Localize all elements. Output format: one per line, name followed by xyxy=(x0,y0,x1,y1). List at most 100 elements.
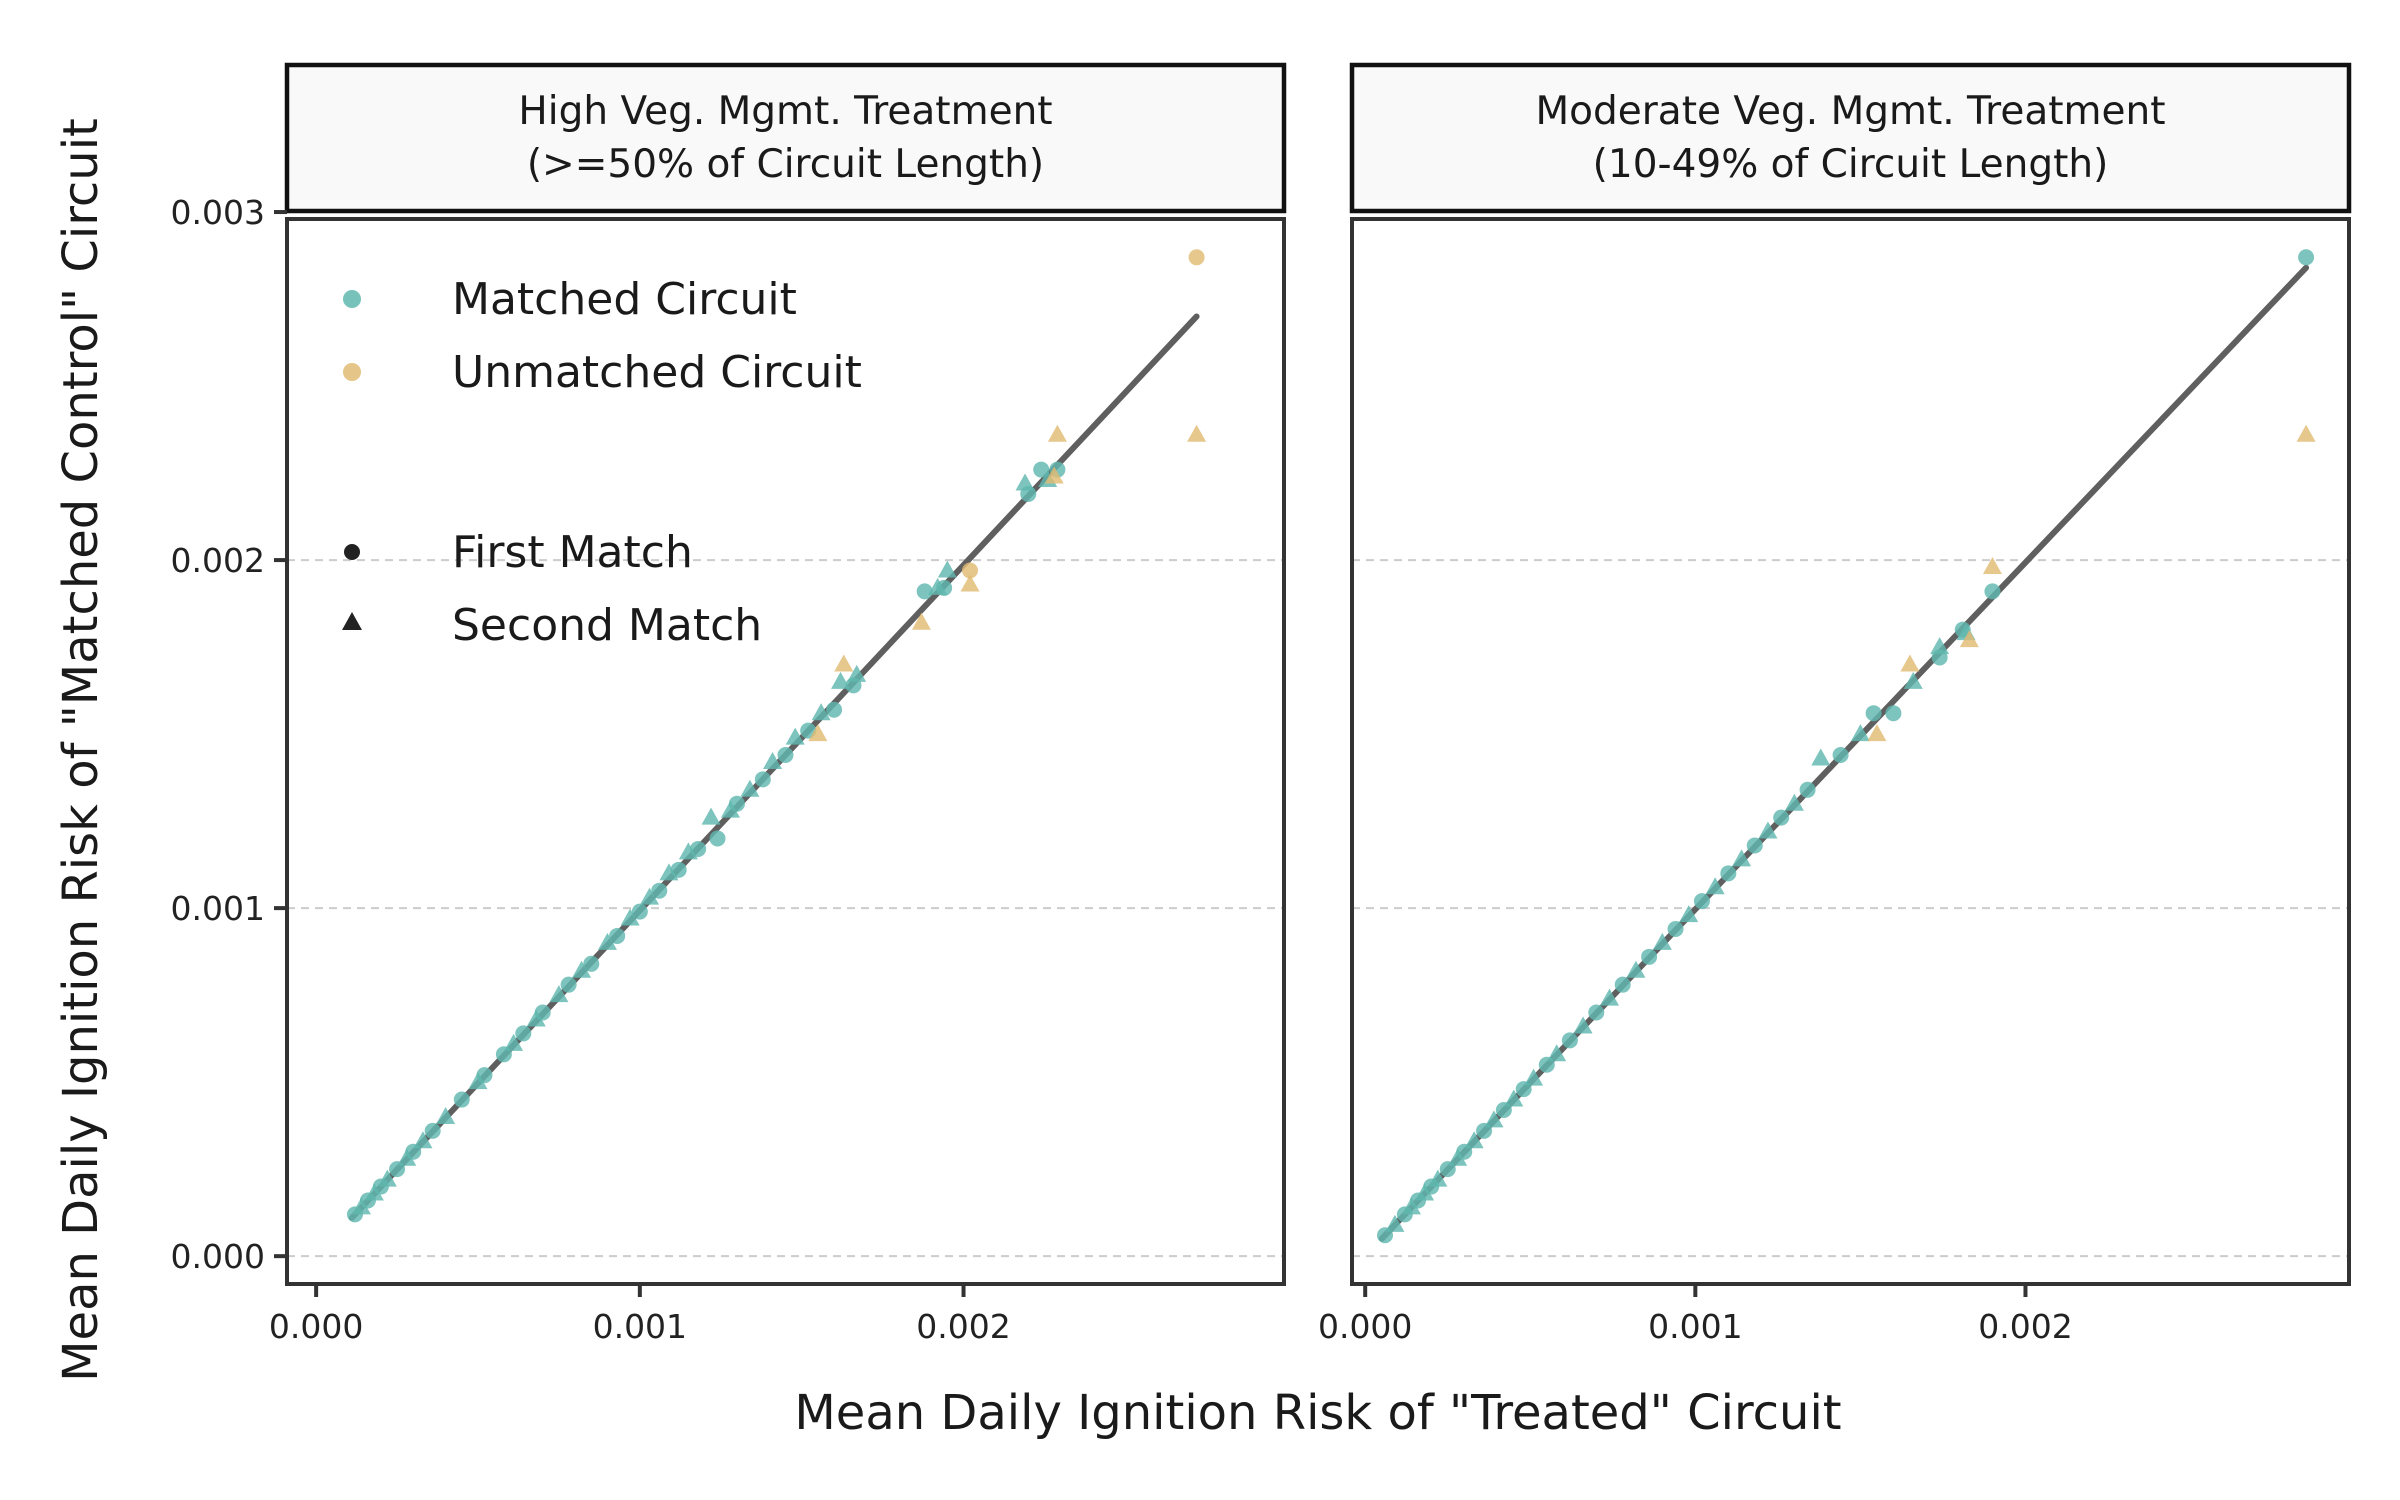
point-second-match xyxy=(911,612,931,630)
legend-label-unmatched: Unmatched Circuit xyxy=(452,347,862,398)
point-first-match xyxy=(1641,948,1658,965)
point-second-match xyxy=(413,1131,433,1149)
point-second-match xyxy=(678,842,698,860)
point-second-match xyxy=(1401,1197,1421,1215)
point-first-match xyxy=(424,1122,441,1139)
panel-title-line2: (10-49% of Circuit Length) xyxy=(1593,142,2109,187)
point-second-match xyxy=(1044,466,1064,484)
point-second-match xyxy=(701,807,721,825)
point-first-match xyxy=(609,927,626,944)
panel-border xyxy=(1350,217,2351,1286)
point-second-match xyxy=(1187,424,1207,442)
point-first-match xyxy=(1720,865,1737,882)
point-first-match xyxy=(1693,893,1710,910)
point-first-match xyxy=(1561,1032,1578,1049)
legend-key-first-match xyxy=(344,544,360,560)
point-second-match xyxy=(1959,630,1979,648)
legend-label-first-match: First Match xyxy=(452,527,693,578)
panel-strip xyxy=(1349,62,2352,214)
y-tick-label: 0.002 xyxy=(171,541,265,580)
legend: Matched Circuit Unmatched Circuit First … xyxy=(342,274,862,651)
x-tick-label: 0.001 xyxy=(593,1307,687,1346)
point-first-match xyxy=(754,771,771,788)
panel-strip xyxy=(284,62,1287,214)
x-tick-label: 0.000 xyxy=(1318,1307,1412,1346)
point-second-match xyxy=(468,1072,488,1090)
point-first-match xyxy=(453,1091,470,1108)
point-second-match xyxy=(1930,637,1950,655)
panel-high-veg: High Veg. Mgmt. Treatment (>=50% of Circ… xyxy=(171,62,1287,1346)
y-axis-title: Mean Daily Ignition Risk of "Matched Con… xyxy=(53,118,109,1382)
point-first-match xyxy=(962,562,979,579)
point-second-match xyxy=(436,1106,456,1124)
point-second-match xyxy=(834,654,854,672)
x-tick-label: 0.001 xyxy=(1648,1307,1742,1346)
point-second-match xyxy=(1428,1169,1448,1187)
point-second-match xyxy=(960,574,980,592)
panel-title-line1: High Veg. Mgmt. Treatment xyxy=(518,89,1052,134)
point-second-match xyxy=(1867,724,1887,742)
x-tick-label: 0.000 xyxy=(269,1307,363,1346)
point-first-match xyxy=(1799,781,1816,798)
point-first-match xyxy=(651,882,668,899)
x-tick-label: 0.002 xyxy=(1978,1307,2072,1346)
point-second-match xyxy=(937,560,957,578)
point-second-match xyxy=(1448,1148,1468,1166)
point-first-match xyxy=(1588,1004,1605,1021)
point-second-match xyxy=(549,985,569,1003)
point-second-match xyxy=(1524,1068,1544,1086)
point-second-match xyxy=(1679,905,1699,923)
point-first-match xyxy=(826,701,843,718)
point-second-match xyxy=(1484,1110,1504,1128)
panel-title-line1: Moderate Veg. Mgmt. Treatment xyxy=(1536,89,2166,134)
y-tick-label: 0.001 xyxy=(171,889,265,928)
point-second-match xyxy=(1705,877,1725,895)
point-second-match xyxy=(659,863,679,881)
point-second-match xyxy=(620,908,640,926)
point-second-match xyxy=(785,727,805,745)
point-second-match xyxy=(351,1197,371,1215)
point-second-match xyxy=(640,887,660,905)
point-second-match xyxy=(1047,424,1067,442)
point-second-match xyxy=(811,703,831,721)
point-second-match xyxy=(377,1169,397,1187)
point-second-match xyxy=(364,1183,384,1201)
point-second-match xyxy=(2296,424,2316,442)
point-second-match xyxy=(597,932,617,950)
panel-title-line2: (>=50% of Circuit Length) xyxy=(527,142,1044,187)
point-first-match xyxy=(1773,809,1790,826)
point-first-match xyxy=(777,746,794,763)
point-second-match xyxy=(1900,654,1920,672)
points xyxy=(346,249,1207,1223)
x-axis-ticks: 0.000 0.001 0.002 xyxy=(269,1284,1011,1346)
point-first-match xyxy=(1984,583,2001,600)
x-axis-title: Mean Daily Ignition Risk of "Treated" Ci… xyxy=(794,1385,1841,1441)
point-second-match xyxy=(808,724,828,742)
point-first-match xyxy=(1667,921,1684,937)
point-second-match xyxy=(831,671,851,689)
point-first-match xyxy=(709,830,726,847)
panel-moderate-veg: Moderate Veg. Mgmt. Treatment (10-49% of… xyxy=(1318,62,2352,1346)
point-second-match xyxy=(1850,724,1870,742)
point-first-match xyxy=(1033,461,1050,478)
point-second-match xyxy=(1811,748,1831,766)
point-first-match xyxy=(1188,249,1205,266)
point-second-match xyxy=(1015,473,1035,491)
point-second-match xyxy=(740,779,760,797)
y-axis-ticks: 0.000 0.001 0.002 0.003 xyxy=(171,193,287,1276)
point-first-match xyxy=(1614,976,1631,993)
gridlines xyxy=(1352,559,2349,1258)
point-second-match xyxy=(1626,960,1646,978)
point-second-match xyxy=(572,960,592,978)
point-first-match xyxy=(1865,705,1882,722)
point-second-match xyxy=(1903,671,1923,689)
point-second-match xyxy=(1547,1044,1567,1062)
point-first-match xyxy=(560,976,577,993)
point-second-match xyxy=(1385,1214,1405,1232)
point-second-match xyxy=(397,1148,417,1166)
panel-border xyxy=(285,217,1286,1286)
point-second-match xyxy=(720,800,740,818)
point-first-match xyxy=(1746,837,1763,854)
point-second-match xyxy=(1982,557,2002,575)
point-first-match xyxy=(1832,746,1849,763)
